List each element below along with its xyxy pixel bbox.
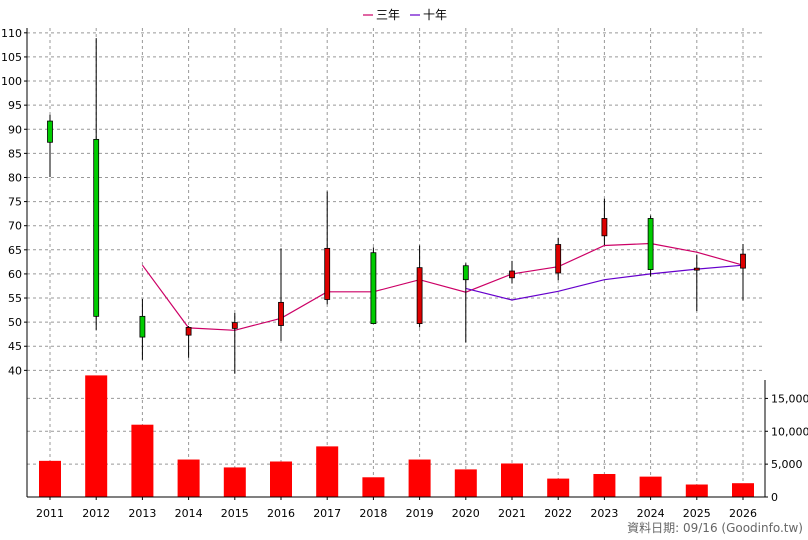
volume-tick-label: 5,000 <box>771 458 803 471</box>
price-tick-label: 95 <box>8 99 22 112</box>
volume-bar <box>224 467 246 497</box>
x-tick-label: 2014 <box>175 507 203 520</box>
volume-bar <box>686 485 708 497</box>
candle-body <box>325 248 330 299</box>
x-tick-label: 2025 <box>683 507 711 520</box>
volume-bar <box>409 460 431 497</box>
candle-body <box>186 327 191 335</box>
volume-bar <box>547 479 569 497</box>
volume-bar <box>640 477 662 497</box>
price-tick-label: 105 <box>1 51 22 64</box>
candle-body <box>556 245 561 273</box>
volume-bar <box>362 477 384 497</box>
price-tick-label: 45 <box>8 340 22 353</box>
price-tick-label: 55 <box>8 292 22 305</box>
volume-bar <box>455 469 477 497</box>
candle-body <box>94 139 99 316</box>
candle-body <box>602 218 607 235</box>
price-tick-label: 50 <box>8 316 22 329</box>
x-tick-label: 2023 <box>590 507 618 520</box>
candle-body <box>279 302 284 325</box>
price-tick-label: 60 <box>8 268 22 281</box>
price-tick-label: 80 <box>8 171 22 184</box>
footer-source: 資料日期: 09/16 (Goodinfo.tw) <box>627 521 803 535</box>
price-tick-label: 90 <box>8 123 22 136</box>
candle-body <box>371 253 376 324</box>
volume-bar <box>178 460 200 497</box>
candle-body <box>140 316 145 337</box>
volume-bar <box>131 425 153 497</box>
volume-tick-label: 15,000 <box>771 392 808 405</box>
x-tick-label: 2020 <box>452 507 480 520</box>
x-tick-label: 2011 <box>36 507 64 520</box>
candle-body <box>741 254 746 268</box>
legend-label: 十年 <box>423 8 447 22</box>
candle-body <box>694 268 699 270</box>
candle-body <box>463 266 468 280</box>
candle-body <box>417 268 422 324</box>
price-tick-label: 75 <box>8 196 22 209</box>
candle-body <box>48 121 53 142</box>
volume-tick-label: 0 <box>771 491 778 504</box>
candle-body <box>232 323 237 329</box>
x-tick-label: 2013 <box>128 507 156 520</box>
volume-bar <box>39 461 61 497</box>
volume-bar <box>732 483 754 497</box>
x-tick-label: 2026 <box>729 507 757 520</box>
volume-bar <box>316 446 338 497</box>
volume-bar <box>501 463 523 497</box>
x-tick-label: 2021 <box>498 507 526 520</box>
price-tick-label: 40 <box>8 364 22 377</box>
candle-body <box>510 271 515 278</box>
price-tick-label: 110 <box>1 27 22 40</box>
volume-bar <box>270 462 292 497</box>
x-tick-label: 2017 <box>313 507 341 520</box>
volume-bar <box>85 375 107 497</box>
x-tick-label: 2015 <box>221 507 249 520</box>
x-tick-label: 2019 <box>406 507 434 520</box>
x-tick-label: 2016 <box>267 507 295 520</box>
volume-bar <box>593 474 615 497</box>
x-tick-label: 2012 <box>82 507 110 520</box>
price-tick-label: 85 <box>8 147 22 160</box>
price-tick-label: 100 <box>1 75 22 88</box>
candle-body <box>648 218 653 269</box>
price-tick-label: 70 <box>8 220 22 233</box>
x-tick-label: 2022 <box>544 507 572 520</box>
legend-label: 三年 <box>376 8 400 22</box>
volume-tick-label: 10,000 <box>771 425 808 438</box>
x-tick-label: 2018 <box>359 507 387 520</box>
x-tick-label: 2024 <box>637 507 665 520</box>
price-tick-label: 65 <box>8 244 22 257</box>
